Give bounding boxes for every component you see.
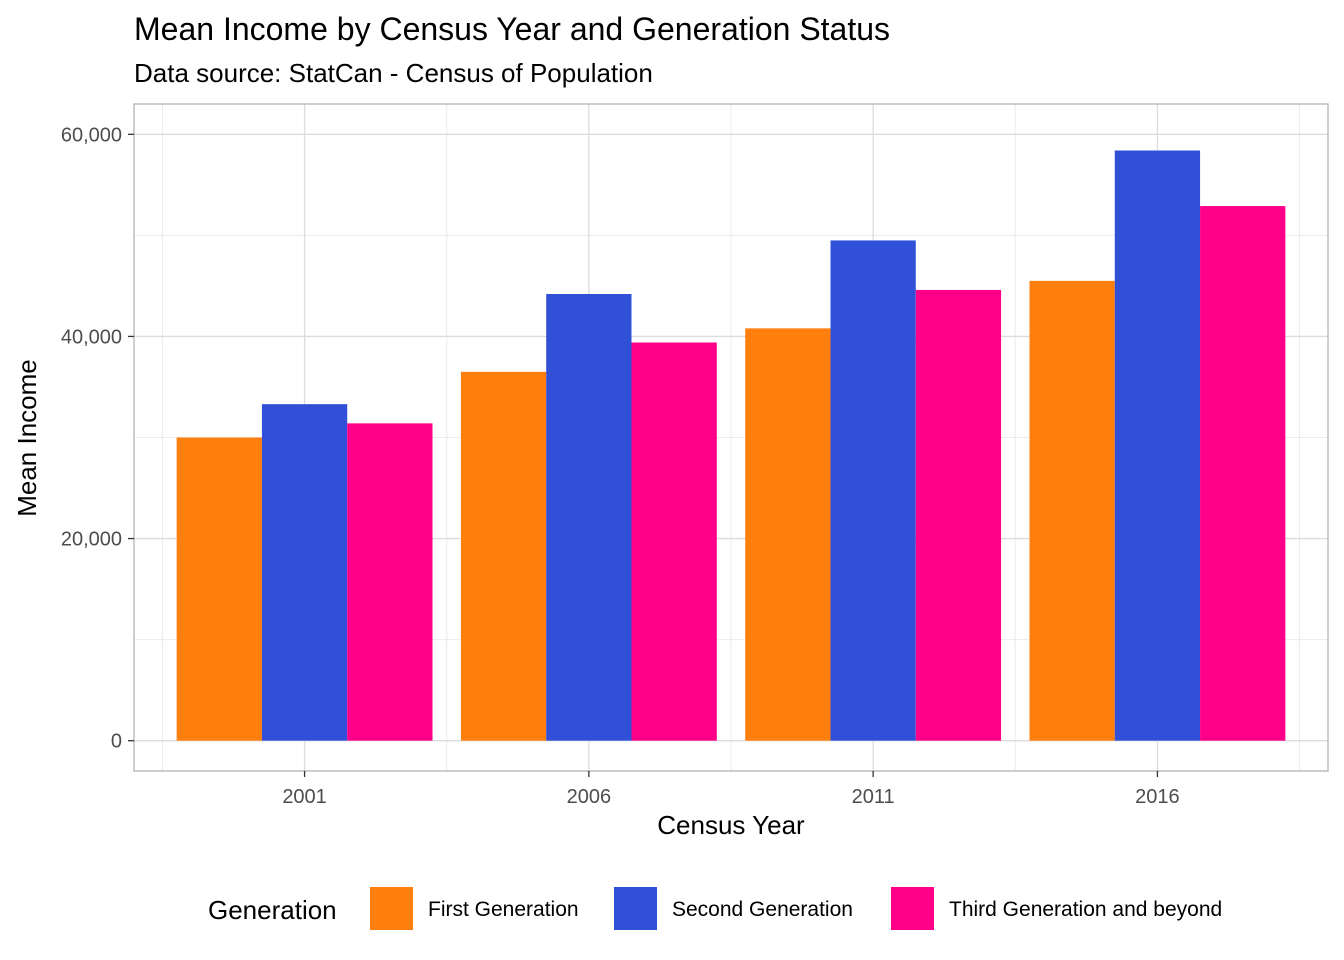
y-axis: 0 20,000 40,000 60,000 — [61, 124, 134, 753]
legend-title: Generation — [208, 895, 337, 925]
x-tick-label: 2006 — [567, 786, 612, 808]
legend: Generation First Generation Second Genera… — [208, 887, 1222, 930]
y-tick-label: 0 — [111, 731, 122, 753]
x-tick-label: 2011 — [852, 786, 895, 808]
bars — [176, 150, 1286, 741]
legend-label-2: Second Generation — [672, 898, 853, 921]
x-axis: 2001 2006 2011 2016 — [282, 771, 1180, 808]
bar-2001-series-1 — [176, 437, 262, 741]
bar-2006-series-3 — [631, 342, 717, 741]
y-tick-label: 40,000 — [61, 326, 122, 348]
panel-border — [133, 103, 1329, 772]
bar-2006-series-1 — [460, 371, 547, 741]
bar-2016-series-2 — [1114, 150, 1201, 741]
bar-2011-series-3 — [915, 289, 1002, 741]
x-tick-label: 2001 — [282, 786, 327, 808]
bar-2016-series-1 — [1029, 280, 1115, 741]
y-tick-label: 60,000 — [61, 124, 122, 146]
y-axis-title: Mean Income — [12, 359, 42, 517]
y-tick-label: 20,000 — [61, 529, 122, 551]
x-axis-title: Census Year — [657, 810, 805, 840]
bar-2006-series-2 — [546, 293, 632, 741]
bar-2001-series-2 — [261, 404, 348, 741]
bar-2011-series-1 — [745, 328, 831, 741]
legend-swatch-2 — [614, 887, 657, 930]
chart-title: Mean Income by Census Year and Generatio… — [134, 11, 890, 47]
bar-2011-series-2 — [830, 240, 916, 741]
legend-swatch-1 — [370, 887, 413, 930]
bar-2016-series-3 — [1200, 206, 1286, 741]
legend-label-3: Third Generation and beyond — [949, 898, 1222, 921]
chart-subtitle: Data source: StatCan - Census of Populat… — [134, 58, 653, 88]
bar-2001-series-3 — [347, 423, 433, 741]
legend-label-1: First Generation — [428, 898, 579, 921]
x-tick-label: 2016 — [1135, 786, 1180, 808]
legend-swatch-3 — [891, 887, 934, 930]
